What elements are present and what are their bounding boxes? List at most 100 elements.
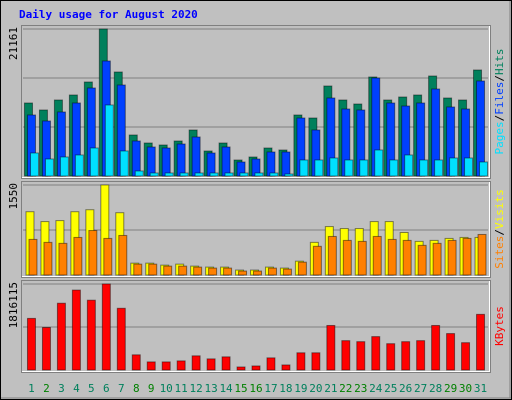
legend-entry: KBytes [493, 306, 506, 346]
chart-title: Daily usage for August 2020 [19, 8, 198, 21]
bar [356, 341, 366, 371]
x-tick-label: 20 [309, 382, 322, 395]
bar [161, 361, 171, 371]
bar [326, 324, 336, 371]
bar [176, 143, 186, 177]
bar [133, 263, 143, 276]
bar [179, 172, 189, 177]
bar [449, 157, 459, 177]
bar [357, 240, 367, 276]
bar [119, 150, 129, 177]
bar [341, 340, 351, 371]
x-tick-label: 9 [148, 382, 155, 395]
bar [477, 233, 487, 276]
bar [374, 149, 384, 177]
bar [416, 340, 426, 371]
x-tick-label: 23 [354, 382, 367, 395]
x-tick-label: 17 [264, 382, 277, 395]
bar [266, 151, 276, 177]
x-tick-label: 8 [133, 382, 140, 395]
x-tick-label: 11 [175, 382, 188, 395]
x-tick-label: 22 [339, 382, 352, 395]
x-tick-label: 28 [429, 382, 442, 395]
bar [103, 237, 113, 276]
bar [402, 239, 412, 276]
bar [28, 238, 38, 276]
x-tick-label: 26 [399, 382, 412, 395]
x-tick-label: 7 [118, 382, 125, 395]
bar [134, 170, 144, 177]
bar [56, 302, 66, 371]
legend-separator: / [493, 115, 506, 122]
bar [464, 157, 474, 177]
bar [224, 172, 234, 177]
legend-entry: Pages [493, 121, 506, 154]
legend: KBytes [493, 306, 506, 346]
bar [386, 343, 396, 371]
bar [58, 242, 68, 276]
bar [312, 245, 322, 276]
bar [194, 172, 204, 177]
bar [176, 360, 186, 371]
x-tick-label: 12 [190, 382, 203, 395]
bar [314, 159, 324, 177]
bar [131, 354, 141, 371]
x-tick-label: 2 [43, 382, 50, 395]
bar [146, 146, 156, 177]
bar [74, 154, 84, 177]
x-tick-label: 10 [160, 382, 173, 395]
bar [266, 357, 276, 371]
bar [281, 151, 291, 177]
bar [41, 327, 51, 371]
legend-separator: / [493, 229, 506, 236]
bar [311, 352, 321, 371]
bar [431, 324, 441, 371]
bar [209, 172, 219, 177]
x-tick-label: 24 [369, 382, 383, 395]
bar [479, 161, 489, 177]
bar [282, 268, 292, 276]
bar [434, 159, 444, 177]
x-tick-label: 21 [324, 382, 337, 395]
bar [296, 352, 306, 371]
bar [148, 263, 158, 276]
legend-separator: / [493, 75, 506, 82]
bar [238, 270, 248, 276]
bar [342, 239, 352, 276]
bar [372, 235, 382, 276]
legend-entry: Hits [493, 49, 506, 76]
bar [89, 147, 99, 177]
bar [221, 146, 231, 177]
x-tick-label: 15 [234, 382, 247, 395]
bar [281, 364, 291, 371]
bar [446, 333, 456, 371]
bar [164, 172, 174, 177]
bar [327, 235, 337, 276]
bar [461, 342, 471, 371]
bar [149, 172, 159, 177]
bar [239, 172, 249, 177]
x-tick-label: 25 [384, 382, 397, 395]
bar [432, 242, 442, 276]
x-tick-label: 18 [279, 382, 292, 395]
bar [371, 336, 381, 371]
bar [404, 154, 414, 177]
bar [267, 267, 277, 276]
bar [284, 173, 294, 177]
bar [389, 159, 399, 177]
y-tick-label: 1550 [7, 183, 20, 210]
x-tick-label: 6 [103, 382, 110, 395]
bar [43, 241, 53, 276]
bar [359, 159, 369, 177]
bar [116, 307, 126, 371]
x-tick-label: 31 [474, 382, 487, 395]
legend-entry: Visits [493, 189, 506, 229]
bar [254, 172, 264, 177]
y-tick-label: 21161 [7, 27, 20, 60]
bar [88, 230, 98, 276]
bar [206, 358, 216, 371]
bar [104, 104, 114, 177]
bar [29, 152, 39, 177]
bar [299, 159, 309, 177]
bar [476, 313, 486, 371]
